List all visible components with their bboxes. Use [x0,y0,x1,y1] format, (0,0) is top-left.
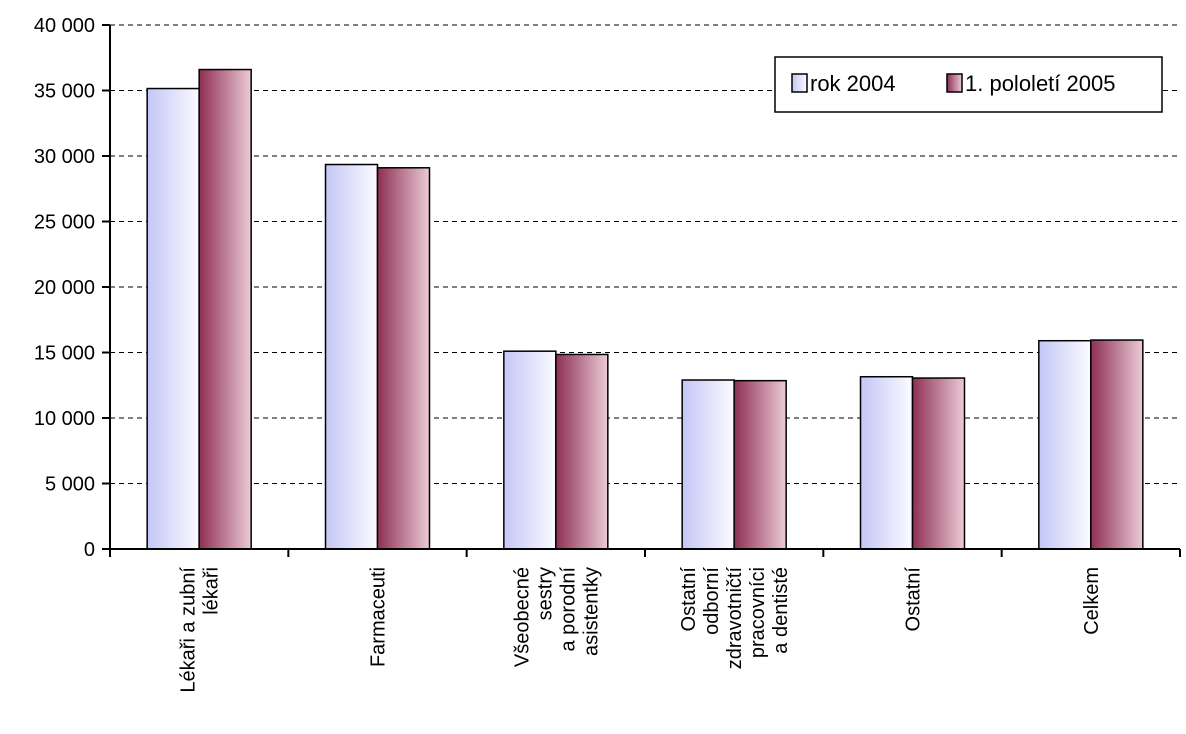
x-category-line: zdravotničtí [724,567,746,670]
y-tick-label: 10 000 [34,408,95,430]
bar-rok-2004 [681,379,735,550]
y-tick-label: 25 000 [34,212,95,234]
bar-1-pololeti-2005 [376,167,431,550]
bar-1-pololeti-2005 [198,68,252,550]
x-category-line: Lékaři a zubní [178,567,200,693]
x-category-line: Celkem [1081,567,1103,635]
bar-rok-2004 [1038,339,1092,550]
x-category-line: a porodní [557,567,579,652]
y-tick-labels: 0 5 000 10 000 15 000 20 000 25 000 30 000 35 0… [34,15,95,561]
bars [146,68,1144,550]
bar-1-pololeti-2005 [911,377,966,550]
x-category-line: lékaři [201,567,223,615]
bar-1-pololeti-2005 [733,379,787,550]
x-category-label: Ostatní odborní zdravotničtí pracovníci a de… [678,567,792,670]
bar-rok-2004 [324,163,379,550]
x-category-label: Všeobecné sestry a porodní asistentky [511,567,602,668]
x-category-line: Ostatní [903,567,925,632]
y-tick-label: 35 000 [34,81,95,103]
legend-label-rok-2004: rok 2004 [810,71,896,96]
y-tick-label: 5 000 [45,474,95,496]
legend-label-1-pololeti-2005: 1. pololetí 2005 [965,71,1115,96]
x-category-line: asistentky [580,567,602,656]
y-tick-label: 30 000 [34,146,95,168]
x-category-label: Lékaři a zubní lékaři [178,567,223,693]
legend-swatch-rok-2004 [791,73,808,93]
bar-1-pololeti-2005 [1090,339,1144,550]
bar-1-pololeti-2005 [555,353,609,550]
x-category-labels: Lékaři a zubní lékaři Farmaceuti Všeobecné s… [178,567,1103,693]
legend-swatch-1-pololeti-2005 [946,73,963,93]
y-tick-label: 15 000 [34,343,95,365]
x-category-line: odborní [701,567,723,635]
axes [102,24,1181,557]
x-category-line: pracovníci [747,567,769,658]
bar-rok-2004 [146,87,200,550]
x-category-line: a dentisté [770,567,792,654]
y-tick-label: 0 [84,539,95,561]
bar-rok-2004 [859,375,914,550]
legend-box [774,56,1163,113]
legend: rok 2004 1. pololetí 2005 [774,56,1163,113]
y-tick-label: 20 000 [34,277,95,299]
x-category-label: Farmaceuti [368,567,390,667]
x-category-line: sestry [534,567,556,620]
y-tick-label: 40 000 [34,15,95,37]
bar-rok-2004 [503,350,557,550]
x-category-line: Všeobecné [511,567,533,667]
x-category-label: Celkem [1081,567,1103,635]
x-category-label: Ostatní [903,567,925,632]
x-category-line: Ostatní [678,567,700,632]
x-category-line: Farmaceuti [368,567,390,667]
